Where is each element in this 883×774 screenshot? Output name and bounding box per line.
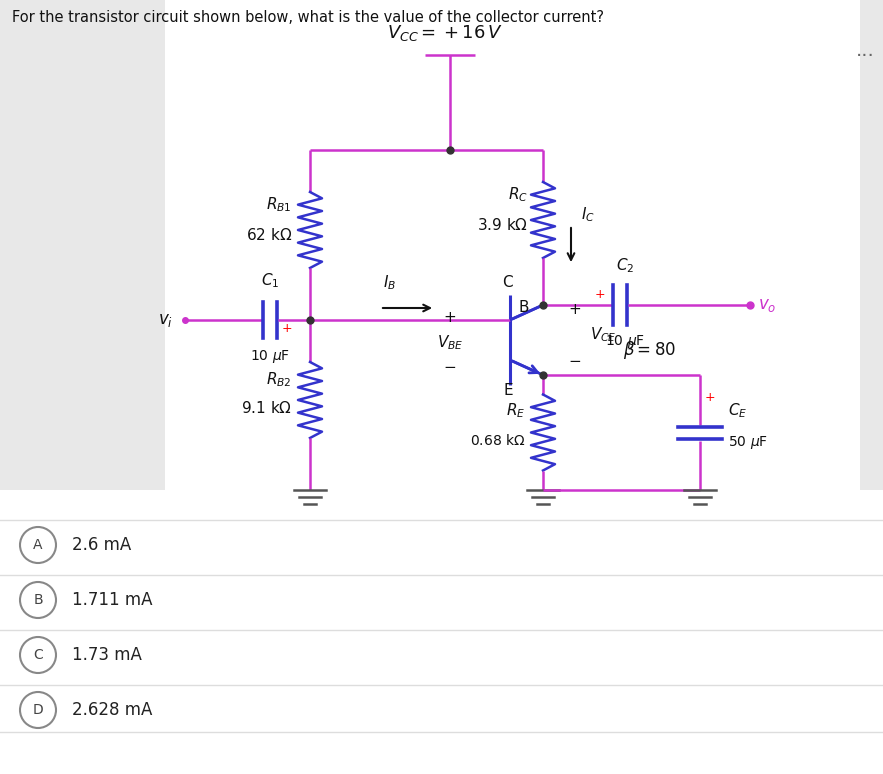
Text: 62 k$\Omega$: 62 k$\Omega$ — [245, 227, 292, 243]
Text: 2.628 mA: 2.628 mA — [72, 701, 153, 719]
Text: $-$: $-$ — [568, 352, 581, 368]
Text: 1.711 mA: 1.711 mA — [72, 591, 153, 609]
Text: +: + — [568, 303, 581, 317]
Text: ...: ... — [856, 40, 874, 60]
Text: C: C — [34, 648, 43, 662]
Text: 9.1 k$\Omega$: 9.1 k$\Omega$ — [241, 400, 292, 416]
Text: $R_{B2}$: $R_{B2}$ — [267, 371, 292, 389]
Text: C: C — [502, 275, 513, 290]
Text: $v_i$: $v_i$ — [158, 311, 173, 329]
Text: +: + — [594, 289, 605, 302]
Text: $V_{BE}$: $V_{BE}$ — [437, 333, 464, 352]
Text: 10 $\mu$F: 10 $\mu$F — [250, 348, 290, 365]
Text: $\beta = 80$: $\beta = 80$ — [623, 339, 676, 361]
Text: $C_2$: $C_2$ — [615, 256, 634, 275]
Bar — [860, 0, 883, 490]
Text: For the transistor circuit shown below, what is the value of the collector curre: For the transistor circuit shown below, … — [12, 10, 604, 25]
Text: $C_1$: $C_1$ — [260, 272, 279, 290]
Text: $-$: $-$ — [443, 358, 457, 373]
Text: 1.73 mA: 1.73 mA — [72, 646, 142, 664]
Text: $v_o$: $v_o$ — [758, 296, 776, 314]
Text: +: + — [705, 391, 715, 404]
Text: 2.6 mA: 2.6 mA — [72, 536, 132, 554]
Text: E: E — [503, 383, 513, 398]
Text: $R_C$: $R_C$ — [508, 186, 528, 204]
Text: +: + — [282, 321, 292, 334]
Text: $R_E$: $R_E$ — [506, 401, 525, 420]
Text: B: B — [34, 593, 42, 607]
Text: $I_B$: $I_B$ — [383, 273, 396, 292]
Text: $V_{CC} = +16\,V$: $V_{CC} = +16\,V$ — [387, 23, 503, 43]
Bar — [0, 0, 165, 490]
Text: 50 $\mu$F: 50 $\mu$F — [728, 434, 768, 451]
Text: 10 $\mu$F: 10 $\mu$F — [605, 333, 645, 350]
Text: 3.9 k$\Omega$: 3.9 k$\Omega$ — [477, 217, 528, 233]
Text: $I_C$: $I_C$ — [581, 206, 595, 224]
Text: $C_E$: $C_E$ — [728, 401, 747, 420]
Text: $R_{B1}$: $R_{B1}$ — [267, 196, 292, 214]
Text: D: D — [33, 703, 43, 717]
Text: B: B — [518, 300, 529, 315]
Text: A: A — [34, 538, 42, 552]
Text: 0.68 k$\Omega$: 0.68 k$\Omega$ — [470, 433, 525, 448]
Text: $V_{CE}$: $V_{CE}$ — [590, 326, 616, 344]
Text: +: + — [443, 310, 457, 325]
